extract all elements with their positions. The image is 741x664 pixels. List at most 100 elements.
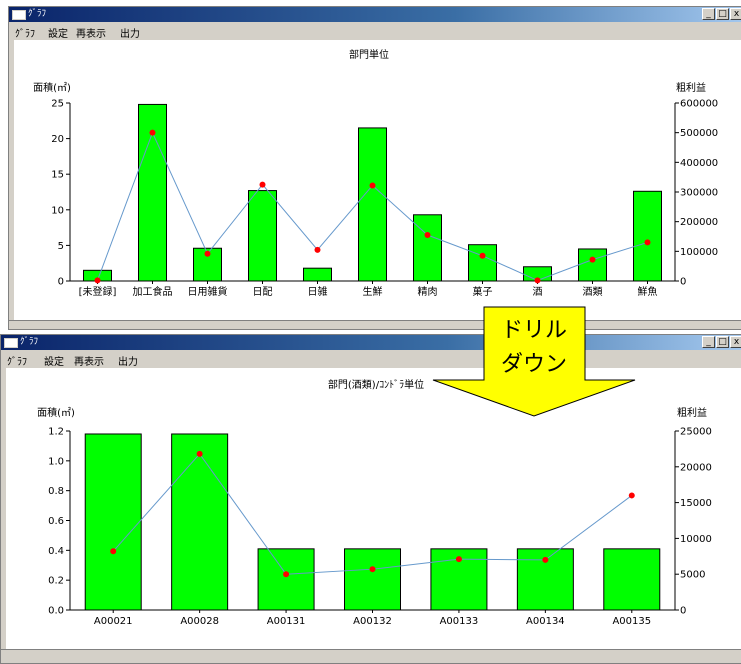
profit-point xyxy=(110,548,117,555)
y-tick-label: 25 xyxy=(51,99,64,110)
x-tick-label: A00132 xyxy=(353,616,392,627)
y2-tick-label: 10000 xyxy=(680,534,712,545)
y-tick-label: 15 xyxy=(51,170,64,181)
y-tick-label: 1.2 xyxy=(48,427,64,438)
x-tick-label: [未登録] xyxy=(79,285,117,298)
bottom-graph-window: ｸﾞﾗﾌ _ □ x ｸﾞﾗﾌ 設定 再表示 出力 部門(酒類)/ｺﾝﾄﾞﾗ単位… xyxy=(0,334,741,664)
y2-tick-label: 500000 xyxy=(680,128,718,139)
profit-point xyxy=(149,129,156,136)
bar xyxy=(358,127,387,282)
chart-title: 部門単位 xyxy=(349,48,389,61)
y2-axis-label: 粗利益 xyxy=(677,406,707,419)
bar xyxy=(344,548,401,611)
menu-graph[interactable]: ｸﾞﾗﾌ xyxy=(15,29,35,40)
status-bar xyxy=(9,320,741,329)
close-button[interactable]: x xyxy=(730,336,741,348)
x-tick-label: 生鮮 xyxy=(363,285,383,298)
y2-tick-label: 25000 xyxy=(680,427,712,438)
y-tick-label: 0.4 xyxy=(48,546,64,557)
close-button[interactable]: x xyxy=(730,8,741,20)
profit-point xyxy=(479,252,486,259)
menu-graph[interactable]: ｸﾞﾗﾌ xyxy=(7,357,27,368)
y-tick-label: 1.0 xyxy=(48,456,64,467)
x-tick-label: 酒 xyxy=(533,286,543,298)
y-tick-label: 0 xyxy=(58,277,64,288)
profit-point xyxy=(628,492,635,499)
minimize-button[interactable]: _ xyxy=(702,8,715,20)
menu-refresh[interactable]: 再表示 xyxy=(76,29,106,40)
y2-tick-label: 15000 xyxy=(680,498,712,509)
x-tick-label: A00131 xyxy=(267,616,306,627)
top-graph-window: ｸﾞﾗﾌ _ □ x ｸﾞﾗﾌ 設定 再表示 出力 部門単位 面積(㎡) 粗利益 0 5… xyxy=(8,6,741,330)
x-tick-label: A00134 xyxy=(526,616,565,627)
y-tick-label: 0.8 xyxy=(48,486,64,497)
y2-tick-label: 300000 xyxy=(680,188,718,199)
profit-point xyxy=(644,239,651,246)
window-icon xyxy=(4,338,18,348)
y-axis-label: 面積(㎡) xyxy=(37,406,75,419)
y-tick-label: 5 xyxy=(58,241,64,252)
x-tick-label: 酒類 xyxy=(583,286,603,298)
profit-point xyxy=(196,450,203,457)
profit-point xyxy=(314,246,321,253)
y2-tick-label: 400000 xyxy=(680,158,718,169)
y2-tick-label: 5000 xyxy=(680,570,705,581)
chart-title: 部門(酒類)/ｺﾝﾄﾞﾗ単位 xyxy=(328,378,424,391)
window-title: ｸﾞﾗﾌ xyxy=(20,337,39,347)
y-tick-label: 0.0 xyxy=(48,606,64,617)
bar xyxy=(413,214,442,282)
title-bar[interactable]: ｸﾞﾗﾌ _ □ x xyxy=(9,7,741,22)
status-bar xyxy=(1,649,741,663)
menu-output[interactable]: 出力 xyxy=(120,29,140,40)
x-tick-label: 日用雑貨 xyxy=(188,285,228,298)
callout-text-line1: ドリル xyxy=(501,318,567,343)
chart-area: 部門(酒類)/ｺﾝﾄﾞﾗ単位面積(㎡) 粗利益 0.0 0.2 0.4 0.6 0.8 1.0… xyxy=(6,368,741,649)
profit-point xyxy=(94,277,101,284)
menu-settings[interactable]: 設定 xyxy=(48,29,68,40)
window-icon xyxy=(12,10,26,20)
profit-point xyxy=(455,556,462,563)
y2-tick-label: 100000 xyxy=(680,247,718,258)
bar xyxy=(468,244,497,282)
callout-arrow-shape xyxy=(432,306,636,417)
profit-point xyxy=(542,556,549,563)
bar xyxy=(633,190,662,282)
y2-tick-label: 200000 xyxy=(680,217,718,228)
maximize-button[interactable]: □ xyxy=(716,336,729,348)
bar xyxy=(603,548,661,611)
maximize-button[interactable]: □ xyxy=(716,8,729,20)
bar xyxy=(84,433,142,611)
menu-refresh[interactable]: 再表示 xyxy=(74,357,104,368)
window-title: ｸﾞﾗﾌ xyxy=(28,9,47,19)
x-tick-label: 加工食品 xyxy=(133,285,173,298)
menu-bar: ｸﾞﾗﾌ 設定 再表示 出力 xyxy=(9,22,741,40)
menu-output[interactable]: 出力 xyxy=(118,357,138,368)
x-tick-label: A00021 xyxy=(94,616,133,627)
profit-point xyxy=(369,566,376,573)
bar xyxy=(578,248,607,282)
y-tick-label: 0.6 xyxy=(48,516,64,527)
y-tick-label: 0.2 xyxy=(48,576,64,587)
x-tick-label: 日配 xyxy=(253,286,273,298)
bar xyxy=(171,433,229,611)
chart-area: 部門単位 面積(㎡) 粗利益 0 5 10 15 20 25 0 100000 200000 30000… xyxy=(14,40,741,320)
profit-point xyxy=(204,250,211,257)
x-tick-label: A00133 xyxy=(440,616,479,627)
profit-point xyxy=(424,232,431,239)
callout-text-line2: ダウン xyxy=(501,352,567,377)
profit-point xyxy=(259,181,266,188)
x-tick-label: A00028 xyxy=(180,616,219,627)
menu-settings[interactable]: 設定 xyxy=(44,357,64,368)
y2-tick-label: 600000 xyxy=(680,99,718,110)
x-tick-label: 日雑 xyxy=(308,285,328,298)
minimize-button[interactable]: _ xyxy=(702,336,715,348)
x-tick-label: A00135 xyxy=(612,616,651,627)
profit-point xyxy=(534,277,541,284)
profit-point xyxy=(283,571,290,578)
y2-tick-label: 20000 xyxy=(680,462,712,473)
x-tick-label: 鮮魚 xyxy=(638,285,658,298)
y-tick-label: 20 xyxy=(51,134,64,145)
